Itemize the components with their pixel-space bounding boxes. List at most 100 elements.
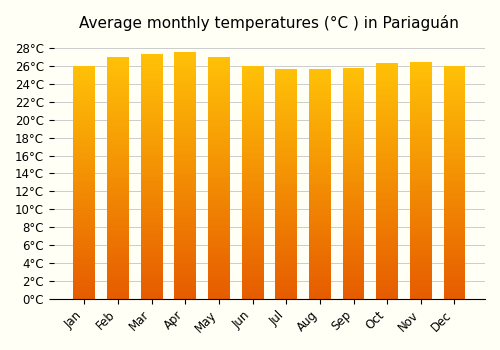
Bar bbox=[376, 287, 398, 289]
Bar bbox=[276, 204, 297, 207]
Bar bbox=[342, 167, 364, 169]
Bar bbox=[410, 126, 432, 128]
Bar bbox=[276, 202, 297, 204]
Bar bbox=[107, 289, 129, 292]
Bar bbox=[242, 292, 264, 294]
Bar bbox=[444, 280, 466, 282]
Bar bbox=[107, 144, 129, 147]
Bar bbox=[410, 105, 432, 107]
Bar bbox=[208, 190, 230, 192]
Bar bbox=[444, 75, 466, 78]
Bar bbox=[444, 129, 466, 131]
Bar bbox=[376, 172, 398, 174]
Bar bbox=[444, 185, 466, 187]
Bar bbox=[208, 130, 230, 132]
Bar bbox=[242, 82, 264, 85]
Bar bbox=[208, 214, 230, 217]
Bar bbox=[342, 103, 364, 105]
Bar bbox=[140, 233, 162, 235]
Bar bbox=[107, 251, 129, 253]
Bar bbox=[444, 166, 466, 168]
Bar bbox=[208, 224, 230, 226]
Bar bbox=[74, 247, 96, 250]
Bar bbox=[342, 186, 364, 188]
Bar bbox=[174, 165, 196, 168]
Bar bbox=[140, 106, 162, 108]
Bar bbox=[376, 164, 398, 167]
Bar bbox=[74, 92, 96, 94]
Bar bbox=[140, 243, 162, 245]
Bar bbox=[276, 108, 297, 110]
Bar bbox=[74, 96, 96, 99]
Bar bbox=[174, 128, 196, 131]
Bar bbox=[208, 236, 230, 238]
Bar bbox=[342, 96, 364, 98]
Bar bbox=[140, 198, 162, 201]
Bar bbox=[444, 96, 466, 99]
Bar bbox=[342, 114, 364, 116]
Bar bbox=[309, 191, 331, 193]
Bar bbox=[276, 280, 297, 283]
Bar bbox=[208, 171, 230, 173]
Bar bbox=[74, 145, 96, 147]
Bar bbox=[276, 267, 297, 269]
Bar bbox=[309, 211, 331, 214]
Bar bbox=[74, 294, 96, 296]
Bar bbox=[376, 254, 398, 257]
Bar bbox=[140, 272, 162, 274]
Bar bbox=[376, 197, 398, 200]
Bar bbox=[208, 127, 230, 130]
Bar bbox=[376, 70, 398, 73]
Bar bbox=[410, 273, 432, 275]
Bar bbox=[74, 268, 96, 271]
Bar bbox=[276, 96, 297, 99]
Bar bbox=[376, 195, 398, 197]
Bar bbox=[276, 165, 297, 168]
Bar bbox=[140, 116, 162, 118]
Bar bbox=[444, 275, 466, 278]
Bar bbox=[276, 138, 297, 140]
Bar bbox=[208, 277, 230, 280]
Bar bbox=[410, 103, 432, 105]
Bar bbox=[276, 175, 297, 177]
Bar bbox=[107, 255, 129, 258]
Bar bbox=[342, 285, 364, 287]
Bar bbox=[242, 101, 264, 103]
Bar bbox=[276, 276, 297, 278]
Bar bbox=[444, 224, 466, 227]
Bar bbox=[242, 180, 264, 182]
Bar bbox=[174, 143, 196, 146]
Bar bbox=[444, 138, 466, 140]
Bar bbox=[242, 245, 264, 247]
Bar bbox=[276, 225, 297, 228]
Bar bbox=[242, 196, 264, 199]
Bar bbox=[140, 267, 162, 270]
Bar bbox=[444, 210, 466, 213]
Bar bbox=[107, 226, 129, 229]
Bar bbox=[74, 80, 96, 82]
Bar bbox=[444, 115, 466, 117]
Bar bbox=[242, 68, 264, 71]
Bar bbox=[309, 140, 331, 142]
Bar bbox=[208, 137, 230, 139]
Bar bbox=[276, 149, 297, 152]
Bar bbox=[410, 150, 432, 152]
Bar bbox=[140, 91, 162, 93]
Bar bbox=[140, 62, 162, 64]
Bar bbox=[342, 287, 364, 289]
Bar bbox=[276, 140, 297, 142]
Bar bbox=[376, 118, 398, 120]
Bar bbox=[342, 257, 364, 260]
Bar bbox=[376, 176, 398, 179]
Bar bbox=[276, 248, 297, 251]
Bar bbox=[276, 285, 297, 287]
Bar bbox=[444, 201, 466, 203]
Bar bbox=[242, 236, 264, 238]
Bar bbox=[444, 220, 466, 222]
Bar bbox=[174, 99, 196, 101]
Bar bbox=[140, 96, 162, 98]
Bar bbox=[174, 284, 196, 287]
Bar bbox=[208, 86, 230, 89]
Bar bbox=[242, 110, 264, 113]
Bar bbox=[174, 202, 196, 205]
